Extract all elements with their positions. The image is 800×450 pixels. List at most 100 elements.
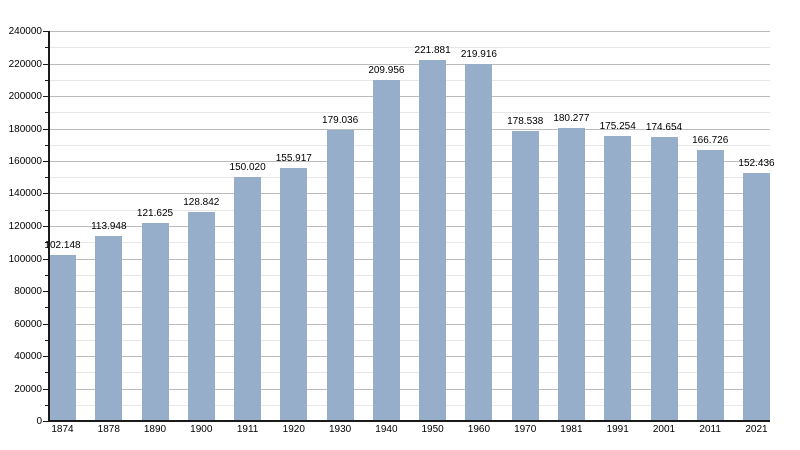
y-tick-minor — [45, 47, 48, 48]
bar-1878 — [95, 235, 123, 421]
bar-2021 — [743, 173, 770, 421]
y-gridline-major — [49, 193, 770, 194]
y-gridline-major — [49, 324, 770, 325]
y-gridline-minor — [49, 242, 770, 243]
y-tick-major — [43, 31, 48, 32]
y-gridline-minor — [49, 47, 770, 48]
bar-value-label: 113.948 — [91, 220, 127, 232]
y-gridline-minor — [49, 112, 770, 113]
y-tick-major — [43, 324, 48, 325]
bar-1940 — [372, 79, 400, 421]
y-gridline-major — [49, 96, 770, 97]
y-tick-minor — [45, 372, 48, 373]
bar-value-label: 150.020 — [229, 162, 266, 174]
y-axis-tick-label: 40000 — [14, 351, 42, 362]
bar-value-label: 179.036 — [322, 115, 359, 127]
bar-value-label: 174.654 — [645, 122, 683, 134]
x-axis-tick-label: 2021 — [745, 424, 768, 435]
x-axis-tick-label: 1970 — [514, 424, 537, 435]
y-tick-minor — [45, 307, 48, 308]
y-tick-minor — [45, 405, 48, 406]
y-tick-major — [43, 96, 48, 97]
y-gridline-major — [49, 356, 770, 357]
x-axis-tick-label: 1940 — [375, 424, 398, 435]
bar-value-label: 219.916 — [460, 48, 497, 60]
bar-value-label: 178.538 — [507, 115, 544, 127]
y-gridline-major — [49, 129, 770, 130]
y-axis-tick-label: 20000 — [14, 384, 42, 395]
y-tick-major — [43, 226, 48, 227]
x-axis-tick-label: 1960 — [467, 424, 491, 435]
x-axis-tick-label: 1930 — [328, 424, 352, 435]
bar-1960 — [465, 63, 493, 421]
bar-value-label: 175.254 — [599, 121, 636, 133]
y-tick-minor — [45, 275, 48, 276]
x-axis-line — [48, 420, 770, 422]
x-axis-tick-label: 1911 — [236, 424, 259, 435]
y-tick-major — [43, 389, 48, 390]
y-axis-tick-label: 180000 — [8, 124, 42, 135]
y-axis-tick-label: 240000 — [8, 26, 42, 37]
y-tick-major — [43, 291, 48, 292]
bar-value-label: 102.148 — [44, 240, 81, 251]
bar-2001 — [650, 137, 678, 421]
bar-1920 — [280, 167, 308, 421]
y-tick-major — [43, 161, 48, 162]
bar-1874 — [49, 255, 76, 421]
bar-value-label: 128.842 — [183, 196, 220, 208]
y-gridline-minor — [49, 307, 770, 308]
y-tick-major — [43, 64, 48, 65]
y-axis-tick-label: 0 — [36, 416, 42, 427]
bar-1911 — [234, 177, 262, 421]
y-axis-tick-label: 200000 — [8, 91, 42, 102]
y-gridline-major — [49, 161, 770, 162]
bar-1900 — [187, 211, 215, 421]
y-gridline-major — [49, 291, 770, 292]
y-gridline-minor — [49, 145, 770, 146]
y-gridline-minor — [49, 80, 770, 81]
x-axis-tick-label: 1874 — [51, 424, 74, 435]
y-gridline-minor — [49, 372, 770, 373]
y-axis-tick-label: 80000 — [14, 286, 42, 297]
x-axis-tick-label: 1900 — [190, 424, 213, 435]
y-tick-major — [43, 356, 48, 357]
y-axis-tick-label: 140000 — [8, 188, 42, 199]
y-axis-tick-label: 220000 — [8, 59, 42, 70]
x-axis-tick-label: 1890 — [143, 424, 167, 435]
x-axis-tick-label: 1920 — [282, 424, 305, 435]
x-axis-tick-label: 2001 — [652, 424, 676, 435]
y-axis-tick-label: 60000 — [14, 319, 42, 330]
bar-2011 — [696, 150, 724, 421]
y-tick-major — [43, 129, 48, 130]
bar-1930 — [326, 130, 354, 421]
y-gridline-minor — [49, 210, 770, 211]
x-axis-tick-label: 1878 — [97, 424, 120, 435]
bar-value-label: 152.436 — [738, 158, 775, 170]
y-tick-major — [43, 259, 48, 260]
bar-value-label: 155.917 — [275, 152, 312, 164]
y-gridline-minor — [49, 177, 770, 178]
y-gridline-major — [49, 389, 770, 390]
bar-1981 — [557, 128, 585, 421]
x-axis-tick-label: 2011 — [699, 424, 721, 435]
y-gridline-major — [49, 31, 770, 32]
bar-1950 — [419, 60, 447, 421]
y-tick-minor — [45, 145, 48, 146]
y-axis-tick-label: 160000 — [8, 156, 42, 167]
y-axis-line — [48, 31, 50, 422]
bar-value-label: 221.881 — [414, 45, 451, 57]
y-tick-minor — [45, 210, 48, 211]
bar-1890 — [141, 223, 169, 421]
bar-value-label: 121.625 — [136, 208, 174, 220]
y-tick-minor — [45, 112, 48, 113]
y-tick-minor — [45, 340, 48, 341]
y-axis-tick-label: 120000 — [8, 221, 42, 232]
y-gridline-minor — [49, 275, 770, 276]
y-tick-minor — [45, 242, 48, 243]
bar-value-label: 180.277 — [553, 113, 590, 124]
bar-1970 — [511, 130, 539, 421]
x-axis-tick-label: 1950 — [421, 424, 444, 435]
y-gridline-major — [49, 64, 770, 65]
